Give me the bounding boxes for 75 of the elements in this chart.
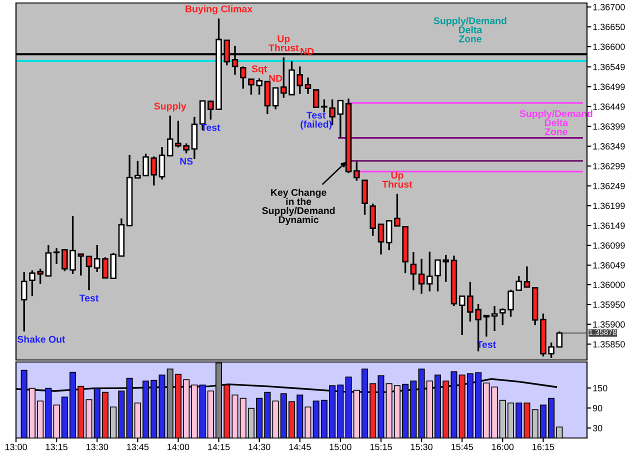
x-tick-label: 15:00 xyxy=(330,444,352,450)
annotation: NS xyxy=(180,158,193,165)
y-tick-label: 1.36700 xyxy=(593,4,625,10)
y-tick-label: 1.35850 xyxy=(593,341,625,348)
candlestick xyxy=(386,219,392,251)
candlestick xyxy=(240,66,246,90)
y-tick-label: 1.36049 xyxy=(593,262,625,269)
y-tick-label: 1.36600 xyxy=(593,44,625,50)
annotation: Sqt xyxy=(252,65,268,74)
candlestick xyxy=(410,251,417,292)
candlestick xyxy=(370,202,376,237)
annotation: Supply/Demand Delta Zone xyxy=(434,17,506,42)
candlestick xyxy=(378,224,384,256)
candlestick xyxy=(53,247,60,265)
y-tick-label: 1.36449 xyxy=(593,103,625,110)
candlestick xyxy=(362,179,368,216)
candlestick xyxy=(296,66,304,95)
x-tick-label: 14:45 xyxy=(289,444,311,450)
y-tick-label: 1.36249 xyxy=(593,182,625,190)
y-tick-label: 1.35950 xyxy=(593,301,625,308)
y-tick-label: 1.36149 xyxy=(593,222,625,229)
candlestick xyxy=(94,244,100,273)
x-tick-label: 15:45 xyxy=(451,444,474,450)
annotation: Key Change in the Supply/Demand Dynamic xyxy=(262,188,335,226)
annotation: Test (failed) xyxy=(300,112,332,130)
y-tick-label: 30 xyxy=(592,424,602,432)
candlestick xyxy=(312,89,320,108)
x-tick-label: 14:15 xyxy=(208,444,230,450)
annotation: Shake Out xyxy=(17,336,66,343)
annotation: Test xyxy=(79,294,99,302)
x-tick-label: 16:00 xyxy=(492,444,514,450)
candlestick xyxy=(86,256,92,292)
x-tick-label: 13:15 xyxy=(46,444,68,450)
candlestick xyxy=(458,295,466,336)
x-tick-label: 13:30 xyxy=(86,444,108,450)
x-tick-label: 15:15 xyxy=(370,444,392,450)
candlestick xyxy=(78,253,84,276)
candlestick xyxy=(321,98,328,113)
x-tick-label: 15:30 xyxy=(410,444,432,450)
candlestick xyxy=(556,330,563,348)
annotation: Buying Climax xyxy=(186,5,252,14)
y-tick-label: 1.36399 xyxy=(593,123,625,130)
x-tick-label: 13:00 xyxy=(5,444,27,450)
x-tick-label: 14:00 xyxy=(168,444,190,450)
x-tick-label: 14:30 xyxy=(248,444,270,450)
y-tick-label: 1.36199 xyxy=(593,202,625,210)
annotation: ND xyxy=(269,75,282,82)
annotation: Supply xyxy=(154,102,186,112)
candlestick xyxy=(337,100,344,139)
candlestick xyxy=(166,114,174,157)
candlestick xyxy=(354,160,360,182)
y-tick-label: 90 xyxy=(592,404,602,412)
candlestick xyxy=(418,258,425,295)
y-tick-label: 1.36549 xyxy=(593,64,625,70)
y-tick-label: 1.36349 xyxy=(593,143,625,150)
candlestick xyxy=(524,266,530,288)
candlestick xyxy=(20,271,28,332)
candlestick xyxy=(158,146,166,180)
candlestick xyxy=(150,156,158,186)
y-tick-label: 1.36000 xyxy=(593,282,625,288)
x-tick-label: 16:15 xyxy=(532,444,554,450)
candlestick xyxy=(491,305,498,332)
y-tick-label: 1.36650 xyxy=(593,24,625,30)
y-tick-label: 1.36299 xyxy=(593,162,625,170)
y-tick-label: 150 xyxy=(593,384,608,392)
candlestick xyxy=(304,76,312,95)
candlestick xyxy=(483,314,490,338)
annotation: Up Thrust xyxy=(268,35,299,52)
candlestick xyxy=(272,87,279,110)
y-tick-label: 1.35900 xyxy=(593,321,625,328)
candlestick xyxy=(45,244,52,277)
y-tick-label: 1.36099 xyxy=(593,242,625,249)
annotation: Up Thrust xyxy=(382,172,412,188)
x-tick-label: 13:45 xyxy=(127,444,149,450)
y-tick-label: 1.36499 xyxy=(593,84,625,90)
